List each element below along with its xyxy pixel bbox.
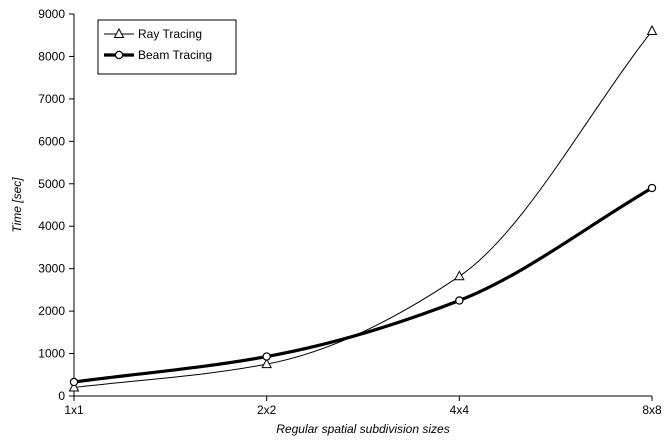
legend-marker-ray-tracing xyxy=(113,27,125,38)
y-tick-label: 8000 xyxy=(38,49,65,63)
x-axis-title: Regular spatial subdivision sizes xyxy=(276,422,449,436)
y-tick-label: 7000 xyxy=(38,92,65,106)
y-axis-title: Time [sec] xyxy=(10,177,24,233)
series-ray-tracing xyxy=(68,24,658,392)
legend-label-ray-tracing: Ray Tracing xyxy=(138,27,202,41)
data-point-ray-tracing xyxy=(646,24,658,35)
y-tick-label: 9000 xyxy=(38,7,65,21)
x-tick-label: 8x8 xyxy=(642,403,662,417)
legend-entry-beam-tracing: Beam Tracing xyxy=(104,48,212,62)
data-point-ray-tracing xyxy=(261,358,272,369)
data-point-beam-tracing xyxy=(69,377,79,387)
data-point-beam-tracing xyxy=(262,352,271,361)
y-tick-label: 6000 xyxy=(38,134,65,148)
data-point-ray-tracing xyxy=(68,381,80,392)
y-tick-label: 1000 xyxy=(38,347,65,361)
series-line-beam-tracing xyxy=(73,186,653,384)
y-tick-label: 5000 xyxy=(38,177,65,191)
legend-entry-ray-tracing: Ray Tracing xyxy=(104,27,202,41)
legend-box xyxy=(97,19,237,75)
y-tick-label: 0 xyxy=(58,389,65,403)
series-layer xyxy=(68,24,658,392)
legend-label-beam-tracing: Beam Tracing xyxy=(138,48,212,62)
legend-marker-beam-tracing xyxy=(114,50,124,60)
data-point-beam-tracing xyxy=(455,296,464,305)
y-tick-label: 4000 xyxy=(38,219,65,233)
x-tick-label: 4x4 xyxy=(450,403,470,417)
axes xyxy=(73,14,652,397)
legend: Ray Tracing Beam Tracing xyxy=(97,19,237,75)
data-point-beam-tracing xyxy=(647,183,657,193)
series-line-ray-tracing xyxy=(73,30,653,389)
series-beam-tracing xyxy=(69,183,657,387)
y-tick-label: 2000 xyxy=(38,304,65,318)
x-tick-label: 1x1 xyxy=(64,403,84,417)
legend-entries: Ray Tracing Beam Tracing xyxy=(104,27,212,62)
x-ticks: 1x1 2x2 4x4 8x8 xyxy=(64,396,662,417)
data-point-ray-tracing xyxy=(454,270,465,281)
x-tick-label: 2x2 xyxy=(257,403,277,417)
y-ticks: 0 1000 2000 3000 4000 5000 6000 7000 8000 9000 xyxy=(38,7,74,403)
y-tick-label: 3000 xyxy=(38,262,65,276)
